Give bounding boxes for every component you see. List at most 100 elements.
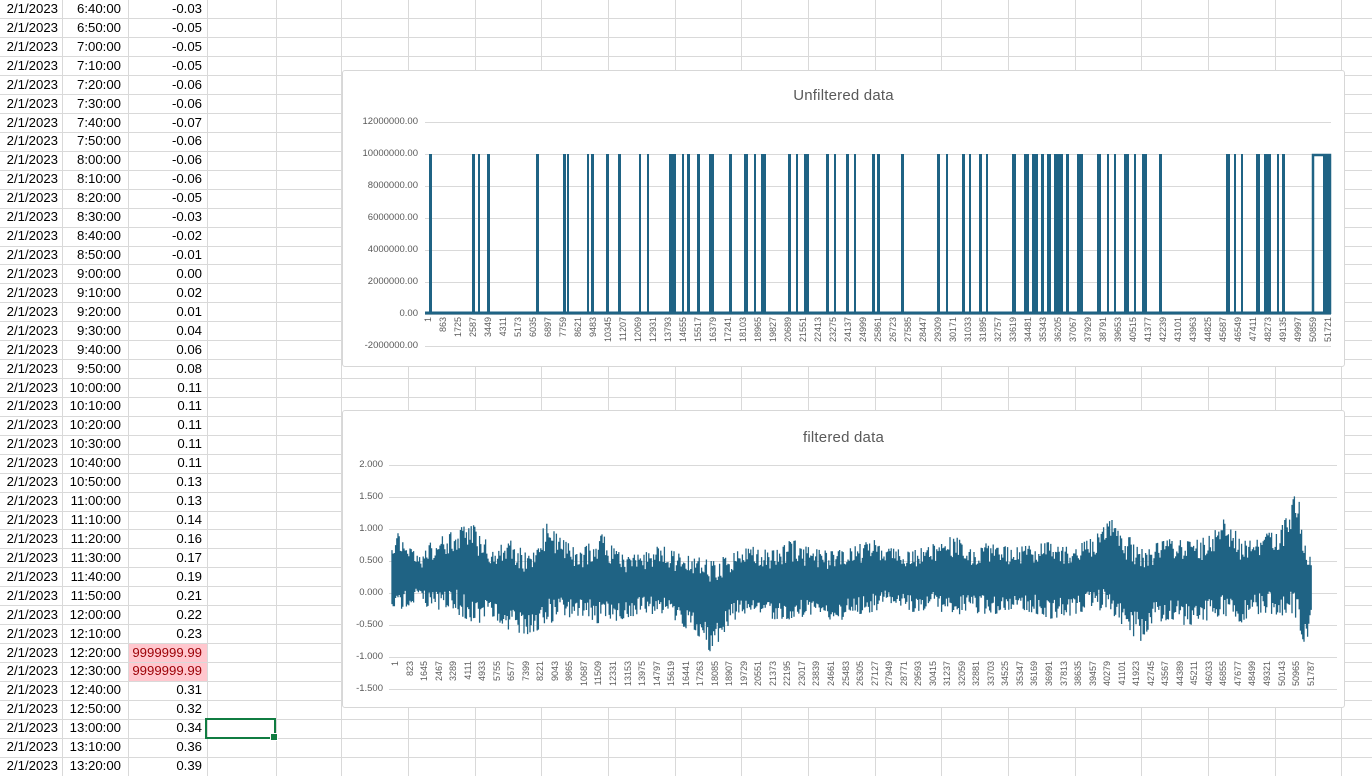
value-cell[interactable]: 0.31 [176,682,202,698]
date-cell[interactable]: 2/1/2023 [6,606,58,622]
time-cell[interactable]: 9:10:00 [77,284,121,300]
value-cell[interactable]: -0.01 [171,247,202,263]
value-cell[interactable]: -0.03 [171,209,202,225]
value-cell[interactable]: 0.36 [176,739,202,755]
date-cell[interactable]: 2/1/2023 [6,455,58,471]
date-cell[interactable]: 2/1/2023 [6,247,58,263]
time-cell[interactable]: 9:20:00 [77,303,121,319]
date-cell[interactable]: 2/1/2023 [6,663,58,679]
time-cell[interactable]: 7:30:00 [77,95,121,111]
time-cell[interactable]: 13:10:00 [69,739,121,755]
time-cell[interactable]: 7:50:00 [77,133,121,149]
time-cell[interactable]: 11:00:00 [70,493,121,509]
date-cell[interactable]: 2/1/2023 [6,152,58,168]
value-cell[interactable]: -0.07 [171,114,202,130]
time-cell[interactable]: 8:00:00 [77,152,121,168]
chart-unfiltered-data[interactable]: Unfiltered data 12000000.00 10000000.00 80… [342,70,1345,367]
date-cell[interactable]: 2/1/2023 [6,587,58,603]
date-cell[interactable]: 2/1/2023 [6,568,58,584]
date-cell[interactable]: 2/1/2023 [6,303,58,319]
value-cell[interactable]: 0.13 [176,474,202,490]
date-cell[interactable]: 2/1/2023 [6,398,58,414]
date-cell[interactable]: 2/1/2023 [6,379,58,395]
value-cell[interactable]: 0.21 [176,587,202,603]
value-cell[interactable]: 0.22 [176,606,202,622]
date-cell[interactable]: 2/1/2023 [6,417,58,433]
value-cell[interactable]: 0.23 [176,625,202,641]
time-cell[interactable]: 7:40:00 [77,114,121,130]
date-cell[interactable]: 2/1/2023 [6,38,58,54]
date-cell[interactable]: 2/1/2023 [6,436,58,452]
selected-cell[interactable] [205,718,278,742]
value-cell[interactable]: -0.05 [171,38,202,54]
date-cell[interactable]: 2/1/2023 [6,209,58,225]
time-cell[interactable]: 13:20:00 [69,758,121,774]
value-cell[interactable]: -0.05 [171,57,202,73]
date-cell[interactable]: 2/1/2023 [6,114,58,130]
date-cell[interactable]: 2/1/2023 [6,322,58,338]
value-cell[interactable]: 9999999.99 [132,663,202,679]
date-cell[interactable]: 2/1/2023 [6,512,58,528]
date-cell[interactable]: 2/1/2023 [6,720,58,736]
time-cell[interactable]: 11:30:00 [70,549,121,565]
value-cell[interactable]: -0.06 [171,133,202,149]
time-cell[interactable]: 7:00:00 [77,38,121,54]
value-cell[interactable]: -0.05 [171,190,202,206]
value-cell[interactable]: 0.16 [176,530,202,546]
date-cell[interactable]: 2/1/2023 [6,739,58,755]
date-cell[interactable]: 2/1/2023 [6,549,58,565]
time-cell[interactable]: 10:40:00 [69,455,121,471]
value-cell[interactable]: 0.32 [176,701,202,717]
value-cell[interactable]: 0.11 [177,379,202,395]
time-cell[interactable]: 10:00:00 [69,379,121,395]
fill-handle[interactable] [270,733,278,742]
date-cell[interactable]: 2/1/2023 [6,644,58,660]
value-cell[interactable]: 0.04 [176,322,202,338]
time-cell[interactable]: 11:40:00 [70,568,121,584]
value-cell[interactable]: 0.34 [176,720,202,736]
date-cell[interactable]: 2/1/2023 [6,133,58,149]
time-cell[interactable]: 9:00:00 [77,265,121,281]
value-cell[interactable]: 0.06 [176,341,202,357]
date-cell[interactable]: 2/1/2023 [6,341,58,357]
time-cell[interactable]: 10:10:00 [69,398,121,414]
time-cell[interactable]: 8:10:00 [77,171,121,187]
time-cell[interactable]: 10:20:00 [69,417,121,433]
value-cell[interactable]: 0.11 [177,398,202,414]
date-cell[interactable]: 2/1/2023 [6,360,58,376]
date-cell[interactable]: 2/1/2023 [6,265,58,281]
value-cell[interactable]: 0.01 [176,303,202,319]
value-cell[interactable]: -0.06 [171,95,202,111]
value-cell[interactable]: 0.08 [176,360,202,376]
time-cell[interactable]: 8:30:00 [77,209,121,225]
date-cell[interactable]: 2/1/2023 [6,19,58,35]
date-cell[interactable]: 2/1/2023 [6,701,58,717]
time-cell[interactable]: 7:10:00 [77,57,121,73]
time-cell[interactable]: 6:40:00 [77,1,121,16]
value-cell[interactable]: -0.05 [171,19,202,35]
time-cell[interactable]: 12:30:00 [69,663,121,679]
time-cell[interactable]: 11:10:00 [70,512,121,528]
date-cell[interactable]: 2/1/2023 [6,190,58,206]
time-cell[interactable]: 9:40:00 [77,341,121,357]
date-cell[interactable]: 2/1/2023 [6,284,58,300]
date-cell[interactable]: 2/1/2023 [6,95,58,111]
time-cell[interactable]: 8:50:00 [77,247,121,263]
value-cell[interactable]: 0.39 [176,758,202,774]
time-cell[interactable]: 11:20:00 [70,530,121,546]
time-cell[interactable]: 11:50:00 [70,587,121,603]
value-cell[interactable]: 0.14 [176,512,202,528]
value-cell[interactable]: 0.00 [176,265,202,281]
value-cell[interactable]: 0.11 [177,417,202,433]
value-cell[interactable]: 0.02 [176,284,202,300]
date-cell[interactable]: 2/1/2023 [6,171,58,187]
time-cell[interactable]: 6:50:00 [77,19,121,35]
value-cell[interactable]: -0.06 [171,171,202,187]
date-cell[interactable]: 2/1/2023 [6,76,58,92]
time-cell[interactable]: 7:20:00 [77,76,121,92]
value-cell[interactable]: -0.03 [171,1,202,16]
time-cell[interactable]: 12:00:00 [69,606,121,622]
time-cell[interactable]: 8:40:00 [77,228,121,244]
date-cell[interactable]: 2/1/2023 [6,57,58,73]
time-cell[interactable]: 13:00:00 [69,720,121,736]
